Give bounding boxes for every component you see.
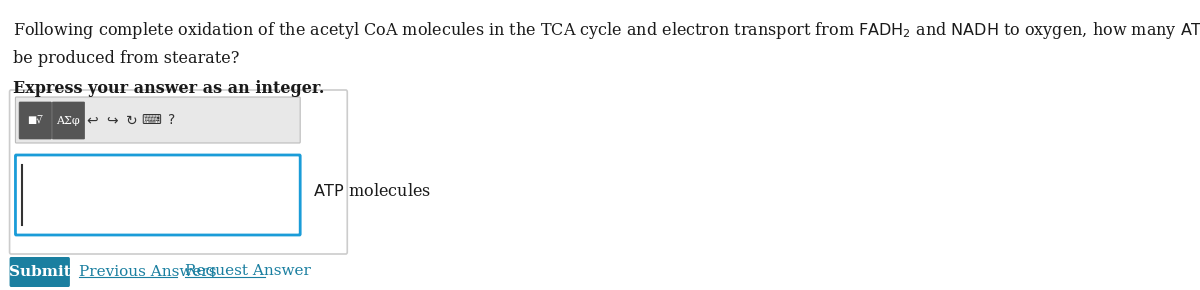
Text: Submit: Submit — [8, 264, 71, 278]
FancyBboxPatch shape — [10, 90, 347, 254]
Text: Request Answer: Request Answer — [186, 264, 311, 278]
FancyBboxPatch shape — [53, 102, 85, 139]
Text: ?: ? — [168, 113, 175, 128]
FancyBboxPatch shape — [19, 102, 52, 139]
Text: ↻: ↻ — [126, 113, 138, 128]
Text: ΑΣφ: ΑΣφ — [56, 115, 80, 126]
Text: Following complete oxidation of the acetyl CoA molecules in the TCA cycle and el: Following complete oxidation of the acet… — [13, 20, 1200, 41]
Text: $\mathrm{ATP}$ molecules: $\mathrm{ATP}$ molecules — [313, 184, 431, 200]
Text: Previous Answers: Previous Answers — [79, 264, 217, 278]
Text: ⌨: ⌨ — [142, 113, 162, 128]
Text: Express your answer as an integer.: Express your answer as an integer. — [13, 80, 325, 97]
FancyBboxPatch shape — [16, 155, 300, 235]
Text: ■√̅: ■√̅ — [28, 115, 43, 126]
FancyBboxPatch shape — [16, 97, 300, 143]
Text: be produced from stearate?: be produced from stearate? — [13, 50, 240, 67]
Text: ↪: ↪ — [106, 113, 118, 128]
FancyBboxPatch shape — [10, 257, 70, 287]
Text: ↩: ↩ — [86, 113, 97, 128]
